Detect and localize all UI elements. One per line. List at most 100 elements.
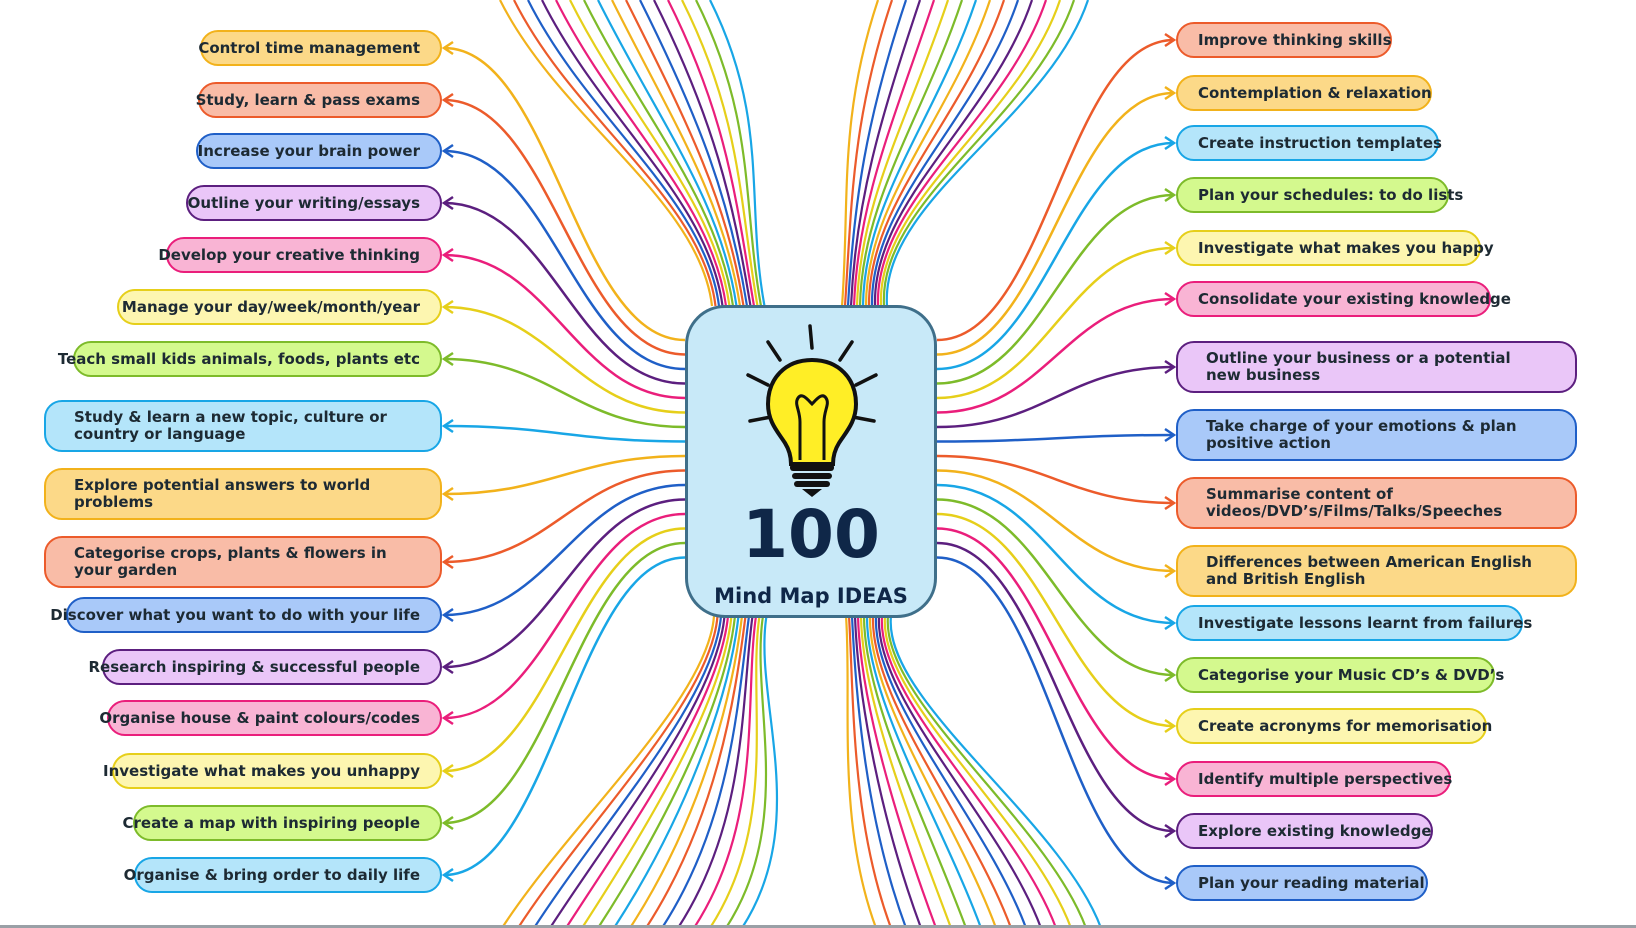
idea-node[interactable]: Study, learn & pass exams: [195, 82, 442, 118]
connector-line: [443, 498, 686, 669]
idea-label: Organise house & paint colours/codes: [99, 708, 420, 727]
idea-label: Summarise content of videos/DVD’s/Films/…: [1206, 485, 1503, 520]
arrowhead: [1164, 875, 1177, 891]
idea-node[interactable]: Explore potential answers to world probl…: [44, 468, 442, 520]
offscreen-line: [569, 0, 731, 307]
offscreen-line: [868, 615, 998, 928]
idea-label: Explore potential answers to world probl…: [74, 476, 371, 511]
offscreen-line: [873, 0, 1034, 307]
offscreen-line: [864, 0, 992, 307]
offscreen-line: [625, 0, 745, 307]
idea-node[interactable]: Summarise content of videos/DVD’s/Films/…: [1176, 477, 1577, 529]
arrowhead: [441, 195, 454, 211]
offscreen-line: [565, 615, 730, 928]
idea-node[interactable]: Teach small kids animals, foods, plants …: [58, 341, 442, 377]
idea-label: Plan your schedules: to do lists: [1198, 185, 1464, 204]
idea-count: 100: [742, 496, 880, 573]
idea-node[interactable]: Investigate what makes you unhappy: [103, 753, 442, 789]
arrowhead: [1164, 187, 1177, 203]
idea-node[interactable]: Increase your brain power: [196, 133, 442, 169]
idea-label: Take charge of your emotions & plan posi…: [1206, 417, 1517, 452]
offscreen-line: [852, 0, 936, 307]
connector-line: [443, 305, 686, 414]
offscreen-line: [846, 0, 908, 307]
arrowhead: [1164, 85, 1177, 101]
offscreen-line: [847, 615, 893, 928]
idea-label: Investigate what makes you unhappy: [103, 761, 420, 780]
connector-line: [936, 498, 1175, 677]
idea-node[interactable]: Research inspiring & successful people: [88, 649, 442, 685]
connector-line: [936, 483, 1175, 625]
idea-label: Investigate lessons learnt from failures: [1198, 613, 1533, 632]
connector-line: [443, 201, 686, 385]
idea-node[interactable]: Categorise crops, plants & flowers in yo…: [44, 536, 442, 588]
offscreen-line: [741, 615, 779, 928]
idea-node[interactable]: Investigate lessons learnt from failures: [1176, 605, 1532, 641]
idea-node[interactable]: Differences between American English and…: [1176, 545, 1577, 597]
connector-line: [936, 297, 1175, 414]
idea-label: Create acronyms for memorisation: [1198, 716, 1493, 735]
idea-node[interactable]: Study & learn a new topic, culture or co…: [44, 400, 442, 452]
connector-line: [936, 469, 1175, 573]
offscreen-line: [874, 615, 1028, 928]
idea-label: Investigate what makes you happy: [1198, 238, 1494, 257]
arrowhead: [1164, 771, 1177, 787]
arrowhead: [1164, 667, 1177, 683]
idea-node[interactable]: Contemplation & relaxation: [1176, 75, 1432, 111]
offscreen-line: [501, 615, 716, 928]
idea-label: Organise & bring order to daily life: [123, 865, 420, 884]
idea-node[interactable]: Outline your business or a potential new…: [1176, 341, 1577, 393]
idea-node[interactable]: Consolidate your existing knowledge: [1176, 281, 1511, 317]
idea-node[interactable]: Develop your creative thinking: [158, 237, 442, 273]
idea-node[interactable]: Create a map with inspiring people: [123, 805, 442, 841]
idea-label: Control time management: [198, 38, 420, 57]
idea-node[interactable]: Discover what you want to do with your l…: [50, 597, 442, 633]
idea-node[interactable]: Explore existing knowledge: [1176, 813, 1433, 849]
idea-node[interactable]: Control time management: [198, 30, 442, 66]
arrowhead: [441, 143, 454, 159]
idea-label: Increase your brain power: [197, 141, 420, 160]
idea-label: Outline your business or a potential new…: [1206, 349, 1511, 384]
idea-node[interactable]: Create instruction templates: [1176, 125, 1442, 161]
offscreen-line: [865, 615, 983, 928]
arrowhead: [441, 554, 454, 570]
offscreen-line: [709, 615, 761, 928]
offscreen-line: [862, 615, 968, 928]
idea-label: Identify multiple perspectives: [1198, 769, 1453, 788]
offscreen-line: [693, 615, 758, 928]
idea-node[interactable]: Plan your schedules: to do lists: [1176, 177, 1463, 213]
offscreen-line: [867, 0, 1006, 307]
offscreen-line: [667, 0, 756, 307]
arrowhead: [441, 418, 454, 434]
idea-node[interactable]: Plan your reading material: [1176, 865, 1428, 901]
central-topic[interactable]: 100 Mind Map IDEAS: [685, 305, 937, 618]
arrowhead: [441, 351, 454, 367]
idea-label: Create instruction templates: [1198, 133, 1442, 152]
idea-node[interactable]: Organise house & paint colours/codes: [99, 700, 442, 736]
idea-node[interactable]: Investigate what makes you happy: [1176, 230, 1494, 266]
idea-label: Discover what you want to do with your l…: [50, 605, 420, 624]
idea-node[interactable]: Create acronyms for memorisation: [1176, 708, 1492, 744]
arrowhead: [441, 763, 454, 779]
idea-node[interactable]: Take charge of your emotions & plan posi…: [1176, 409, 1577, 461]
arrowhead: [1164, 32, 1177, 48]
idea-label: Contemplation & relaxation: [1198, 83, 1432, 102]
offscreen-line: [885, 0, 1090, 307]
offscreen-line: [879, 0, 1062, 307]
idea-node[interactable]: Categorise your Music CD’s & DVD’s: [1176, 657, 1504, 693]
idea-label: Improve thinking skills: [1198, 30, 1392, 49]
idea-label: Study, learn & pass exams: [195, 90, 420, 109]
light-bulb-icon: [746, 324, 878, 497]
idea-node[interactable]: Outline your writing/essays: [186, 185, 442, 221]
idea-node[interactable]: Identify multiple perspectives: [1176, 761, 1453, 797]
connector-line: [443, 556, 686, 877]
offscreen-line: [876, 0, 1048, 307]
offscreen-line: [858, 0, 964, 307]
idea-node[interactable]: Improve thinking skills: [1176, 22, 1392, 58]
idea-node[interactable]: Manage your day/week/month/year: [117, 289, 442, 325]
idea-label: Plan your reading material: [1198, 873, 1425, 892]
idea-label: Consolidate your existing knowledge: [1198, 289, 1511, 308]
idea-label: Outline your writing/essays: [187, 193, 420, 212]
idea-node[interactable]: Organise & bring order to daily life: [124, 857, 442, 893]
